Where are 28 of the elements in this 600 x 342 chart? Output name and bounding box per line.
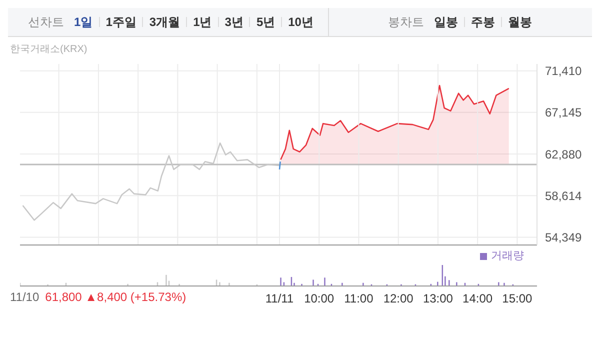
text: 1주일 bbox=[106, 14, 136, 30]
x-tick-label: 14:00 bbox=[462, 292, 493, 306]
x-tick-label: 11/11 bbox=[265, 292, 294, 306]
x-tick-label: 11:00 bbox=[344, 292, 374, 306]
text: 3개월 bbox=[149, 14, 180, 30]
x-tick-label: 15:00 bbox=[502, 292, 533, 306]
text: 11/10 bbox=[10, 290, 40, 304]
x-tick-label: 10:00 bbox=[304, 292, 334, 306]
x-tick-label: 13:00 bbox=[422, 292, 454, 306]
y-tick-label: 62,880 bbox=[545, 147, 582, 162]
text: 1년 bbox=[193, 14, 212, 30]
text: 주봉 bbox=[471, 14, 495, 30]
text: 10년 bbox=[288, 14, 314, 30]
y-tick-label: 58,614 bbox=[545, 188, 582, 203]
text: 5년 bbox=[256, 14, 276, 30]
chart-subtitle: 한국거래소(KRX) bbox=[9, 43, 88, 56]
text: 3년 bbox=[224, 14, 244, 30]
y-tick-label: 67,145 bbox=[545, 106, 582, 120]
text: 월봉 bbox=[508, 14, 532, 30]
text: 일봉 bbox=[434, 14, 458, 30]
y-tick-label: 54,349 bbox=[545, 230, 582, 244]
legend-label: 거래량 bbox=[491, 250, 524, 262]
text: 봉차트 bbox=[388, 14, 424, 30]
y-tick-label: 71,410 bbox=[545, 64, 582, 78]
text: 61,800 ▲8,400 (+15.73%) bbox=[45, 290, 186, 304]
x-tick-label: 12:00 bbox=[383, 292, 414, 306]
text: 선차트 bbox=[28, 14, 64, 30]
text: 1일 bbox=[74, 14, 93, 30]
